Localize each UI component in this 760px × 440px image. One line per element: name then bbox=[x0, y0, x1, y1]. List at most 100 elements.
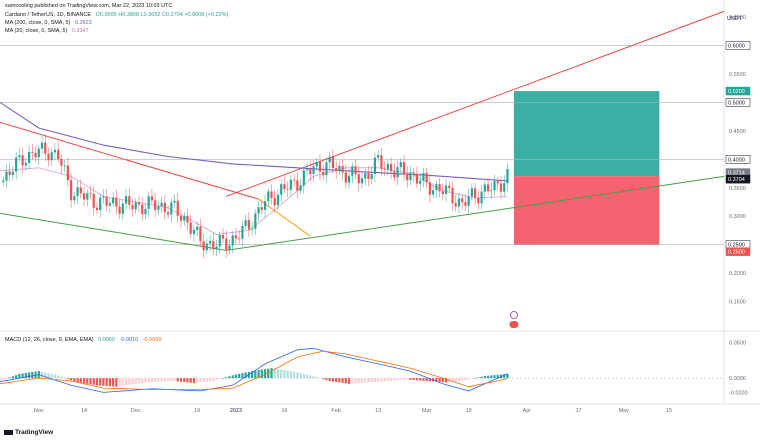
candle-body bbox=[402, 162, 406, 175]
candle-body bbox=[154, 200, 157, 210]
price-label: 0.5000 bbox=[728, 100, 745, 106]
candle-body bbox=[21, 155, 24, 166]
candle-body bbox=[163, 202, 166, 213]
candle-body bbox=[432, 190, 435, 195]
macd-histogram-bar bbox=[428, 378, 431, 382]
candle-body bbox=[412, 172, 415, 174]
macd-histogram-bar bbox=[360, 378, 364, 383]
x-tick-label: Apr bbox=[523, 408, 532, 414]
candle-body bbox=[296, 180, 299, 191]
macd-histogram-bar bbox=[451, 378, 454, 382]
x-tick-label: Dec bbox=[131, 408, 141, 414]
candle-body bbox=[474, 188, 477, 198]
candle-body bbox=[79, 187, 82, 194]
macd-histogram-bar bbox=[73, 378, 76, 382]
macd-histogram-bar bbox=[2, 378, 5, 380]
macd-histogram-bar bbox=[144, 378, 147, 383]
macd-histogram-bar bbox=[357, 378, 360, 384]
candle-body bbox=[299, 185, 302, 191]
stop-zone bbox=[513, 176, 660, 245]
candle-body bbox=[438, 184, 441, 192]
x-tick-label: Nov bbox=[34, 408, 44, 414]
ma20-line bbox=[0, 167, 508, 235]
candle-body bbox=[415, 173, 419, 184]
candle-body bbox=[34, 152, 37, 158]
candle-body bbox=[15, 157, 18, 172]
ma20-label: MA (20, close, 0, SMA, 5) bbox=[5, 28, 68, 34]
candle-body bbox=[112, 197, 115, 204]
candle-body bbox=[251, 228, 254, 230]
candle-body bbox=[477, 197, 480, 204]
macd-histogram-bar bbox=[15, 375, 18, 379]
candle-body bbox=[137, 202, 141, 205]
event-earnings-icon bbox=[509, 321, 519, 328]
macd-histogram-bar bbox=[128, 378, 131, 385]
candle-body bbox=[305, 169, 309, 171]
candle-body bbox=[435, 184, 438, 191]
tradingview-logo-icon bbox=[4, 429, 13, 435]
candle-body bbox=[380, 155, 383, 169]
macd-histogram-bar bbox=[160, 378, 163, 382]
candle-body bbox=[263, 201, 267, 210]
x-tick-label: 17 bbox=[575, 408, 581, 414]
x-tick-label: 13 bbox=[466, 408, 472, 414]
candle-body bbox=[273, 197, 276, 206]
macd-histogram-bar bbox=[50, 373, 53, 379]
macd-histogram-bar bbox=[351, 378, 354, 384]
candle-body bbox=[53, 149, 57, 153]
macd-histogram-bar bbox=[377, 378, 380, 382]
macd-histogram-bar bbox=[393, 378, 396, 381]
candle-body bbox=[70, 180, 73, 201]
candle-body bbox=[367, 173, 370, 179]
macd-histogram-bar bbox=[63, 377, 66, 379]
macd-histogram-bar bbox=[47, 373, 50, 379]
candle-body bbox=[457, 198, 461, 207]
trendline bbox=[226, 10, 725, 197]
candle-body bbox=[419, 180, 422, 184]
macd-histogram-bar bbox=[221, 378, 225, 379]
candle-body bbox=[499, 183, 503, 192]
macd-histogram-bar bbox=[0, 378, 2, 381]
candle-body bbox=[389, 163, 393, 172]
candle-body bbox=[357, 174, 360, 184]
candle-body bbox=[293, 179, 296, 181]
candle-body bbox=[448, 185, 451, 188]
candle-body bbox=[254, 213, 257, 229]
candle-body bbox=[218, 234, 221, 247]
candle-body bbox=[157, 206, 160, 210]
macd-label: MACD (12, 26, close, 9, EMA, EMA) bbox=[5, 337, 94, 343]
macd-histogram-bar bbox=[108, 378, 111, 387]
macd-histogram-bar bbox=[31, 371, 34, 379]
x-tick-label: 2023 bbox=[230, 408, 242, 414]
macd-histogram-bar bbox=[415, 378, 419, 381]
macd-histogram-bar bbox=[383, 378, 386, 382]
macd-histogram-bar bbox=[228, 376, 231, 379]
candle-body bbox=[483, 184, 486, 192]
price-label: 0.5200 bbox=[728, 89, 745, 95]
macd-histogram-bar bbox=[373, 378, 377, 382]
candle-body bbox=[192, 229, 196, 234]
macd-line-value: -0.0010 bbox=[119, 337, 139, 343]
candle-body bbox=[247, 220, 250, 230]
candle-body bbox=[108, 203, 111, 206]
macd-histogram-bar bbox=[212, 378, 215, 381]
candle-body bbox=[344, 172, 347, 183]
candle-body bbox=[238, 238, 241, 240]
macd-histogram-bar bbox=[399, 378, 402, 381]
macd-histogram-bar bbox=[312, 376, 315, 379]
macd-histogram-bar bbox=[464, 378, 467, 381]
macd-histogram-bar bbox=[267, 368, 270, 379]
macd-histogram-bar bbox=[289, 371, 292, 379]
price-label: 0.2500 bbox=[728, 243, 745, 249]
candle-body bbox=[92, 194, 95, 208]
candle-body bbox=[2, 180, 5, 183]
candle-body bbox=[399, 162, 402, 168]
candle-body bbox=[364, 173, 367, 179]
candle-body bbox=[260, 207, 263, 210]
macd-histogram-bar bbox=[89, 378, 92, 385]
candle-body bbox=[441, 191, 444, 194]
candle-body bbox=[118, 206, 121, 214]
macd-histogram-bar bbox=[134, 378, 137, 384]
candle-body bbox=[189, 222, 192, 234]
